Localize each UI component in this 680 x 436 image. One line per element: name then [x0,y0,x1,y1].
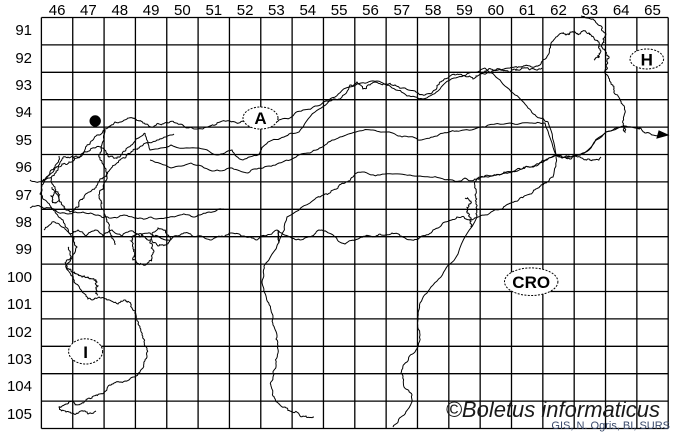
svg-text:H: H [641,51,653,70]
svg-text:CRO: CRO [512,273,550,292]
svg-text:A: A [254,109,266,128]
svg-text:I: I [83,343,88,362]
